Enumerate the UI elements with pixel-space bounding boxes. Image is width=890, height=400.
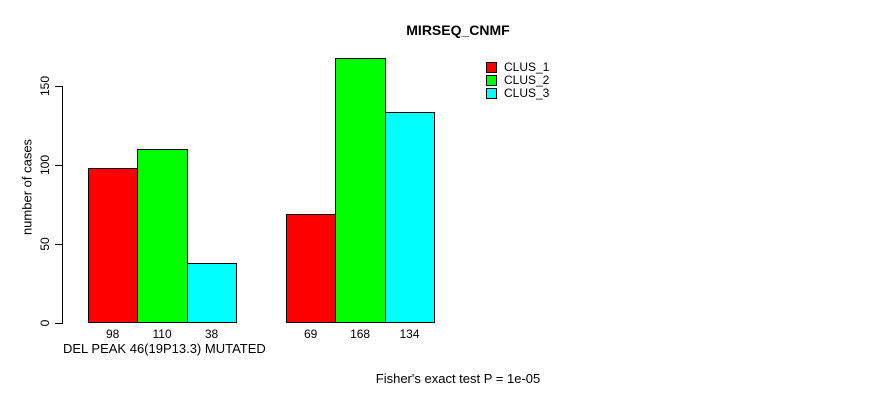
y-axis-tick [55,323,62,324]
legend: CLUS_1 CLUS_2 CLUS_3 [486,61,549,100]
bar-clus_2-group2 [335,58,386,323]
bar-clus_3-group1 [187,263,237,323]
y-axis-tick-label: 150 [38,75,52,97]
y-axis-tick-label: 0 [38,319,52,327]
y-axis-tick [55,244,62,245]
bar-value-label: 69 [304,327,318,341]
legend-item-clus_1: CLUS_1 [486,61,549,74]
y-axis-title: number of cases [19,138,35,236]
chart-title: MIRSEQ_CNMF [406,22,510,38]
bar-value-label: 98 [106,327,120,341]
y-axis-line [62,86,63,324]
legend-swatch-icon [486,88,497,99]
bar-value-label: 168 [350,327,371,341]
y-axis-tick [55,86,62,87]
legend-item-clus_3: CLUS_3 [486,87,549,100]
x-axis-title: DEL PEAK 46(19P13.3) MUTATED [63,341,266,356]
bar-clus_1-group1 [88,168,138,323]
footer-annotation: Fisher's exact test P = 1e-05 [375,371,541,386]
legend-item-clus_2: CLUS_2 [486,74,549,87]
legend-label: CLUS_1 [504,60,550,74]
bar-value-label: 38 [204,327,219,341]
legend-swatch-icon [486,62,497,73]
bar-value-label: 110 [152,327,172,341]
y-axis-tick-label: 50 [38,237,52,251]
y-axis-tick-label: 100 [38,154,52,176]
y-axis-tick [55,165,62,166]
bar-value-label: 134 [399,327,420,341]
legend-label: CLUS_3 [504,86,550,100]
legend-swatch-icon [486,75,497,86]
bar-clus_1-group2 [286,214,336,323]
bar-clus_3-group2 [385,112,435,323]
bar-clus_2-group1 [137,149,188,323]
legend-label: CLUS_2 [504,73,550,87]
